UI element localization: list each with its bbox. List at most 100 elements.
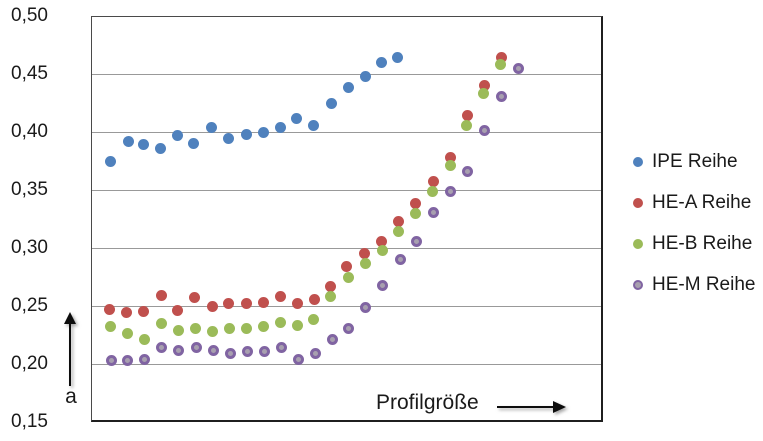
- y-axis-tick-label: 0,45: [11, 63, 48, 84]
- data-point: [359, 70, 371, 82]
- legend-label: IPE Reihe: [652, 151, 738, 172]
- data-point: [240, 298, 252, 310]
- data-point: [308, 293, 320, 305]
- data-point: [478, 80, 490, 92]
- data-point: [120, 307, 132, 319]
- legend-item: HE-A Reihe: [633, 192, 751, 214]
- data-point: [187, 138, 199, 150]
- data-point: [512, 62, 524, 74]
- data-point: [105, 355, 117, 367]
- data-point: [376, 244, 388, 256]
- data-point: [240, 128, 252, 140]
- data-point: [103, 303, 115, 315]
- data-point: [257, 321, 269, 333]
- legend-label: HE-B Reihe: [652, 233, 753, 254]
- data-point: [138, 334, 150, 346]
- data-point: [189, 322, 201, 334]
- data-point: [410, 235, 422, 247]
- data-point: [172, 344, 184, 356]
- gridline: [92, 190, 601, 191]
- y-axis-tick-label: 0,30: [11, 237, 48, 258]
- legend-item: HE-B Reihe: [633, 233, 752, 255]
- legend-marker-icon: [633, 157, 643, 167]
- y-axis-title: a: [65, 385, 77, 408]
- data-point: [206, 300, 218, 312]
- data-point: [392, 215, 404, 227]
- data-point: [461, 110, 473, 122]
- data-point: [495, 90, 507, 102]
- data-point: [325, 97, 337, 109]
- data-point: [138, 353, 150, 365]
- gridline: [92, 74, 601, 75]
- data-point: [495, 52, 507, 64]
- data-point: [427, 206, 439, 218]
- data-point: [104, 321, 116, 333]
- data-point: [121, 355, 133, 367]
- data-point: [222, 133, 234, 145]
- data-point: [291, 320, 303, 332]
- right-arrow-icon: [497, 400, 567, 413]
- data-point: [394, 254, 406, 266]
- data-point: [154, 142, 166, 154]
- data-point: [274, 291, 286, 303]
- data-point: [207, 344, 219, 356]
- gridline: [92, 364, 601, 365]
- data-point: [292, 353, 304, 365]
- data-point: [171, 129, 183, 141]
- y-axis-tick-label: 0,25: [11, 295, 48, 316]
- data-point: [290, 112, 302, 124]
- data-point: [257, 297, 269, 309]
- legend-marker-icon: [633, 239, 643, 249]
- legend-marker-icon: [633, 198, 643, 208]
- data-point: [478, 125, 490, 137]
- y-axis-tick-label: 0,15: [11, 411, 48, 432]
- legend-label: HE-A Reihe: [652, 192, 752, 213]
- data-point: [122, 135, 134, 147]
- data-point: [274, 316, 286, 328]
- up-arrow-shaft: [69, 322, 71, 386]
- right-arrow-head: [553, 401, 566, 413]
- gridline: [92, 248, 601, 249]
- data-point: [275, 342, 287, 354]
- data-point: [309, 348, 321, 360]
- data-point: [376, 279, 388, 291]
- data-point: [324, 291, 336, 303]
- data-point: [444, 185, 456, 197]
- data-point: [409, 207, 421, 219]
- data-point: [137, 139, 149, 151]
- data-point: [426, 185, 438, 197]
- data-point: [477, 88, 489, 100]
- data-point: [257, 126, 269, 138]
- data-point: [205, 121, 217, 133]
- data-point: [392, 226, 404, 238]
- data-point: [326, 334, 338, 346]
- data-point: [121, 328, 133, 340]
- y-axis-tick-label: 0,50: [11, 5, 48, 26]
- legend-item: HE-M Reihe: [633, 274, 755, 296]
- up-arrow-head: [64, 312, 76, 324]
- y-axis-tick-label: 0,20: [11, 353, 48, 374]
- y-axis-tick-label: 0,35: [11, 179, 48, 200]
- data-point: [359, 301, 371, 313]
- data-point: [190, 342, 202, 354]
- data-point: [171, 305, 183, 317]
- data-point: [460, 119, 472, 131]
- data-point: [444, 152, 456, 164]
- data-point: [307, 119, 319, 131]
- data-point: [223, 322, 235, 334]
- legend-item: IPE Reihe: [633, 151, 738, 173]
- data-point: [155, 317, 167, 329]
- data-point: [375, 235, 387, 247]
- data-point: [359, 257, 371, 269]
- data-point: [241, 345, 253, 357]
- data-point: [172, 324, 184, 336]
- data-point: [409, 198, 421, 210]
- data-point: [222, 298, 234, 310]
- right-arrow-shaft: [497, 406, 554, 408]
- legend-label: HE-M Reihe: [652, 274, 756, 295]
- plot-area: [91, 16, 603, 422]
- data-point: [274, 121, 286, 133]
- data-point: [240, 322, 252, 334]
- data-point: [444, 160, 456, 172]
- up-arrow-icon: [63, 312, 77, 386]
